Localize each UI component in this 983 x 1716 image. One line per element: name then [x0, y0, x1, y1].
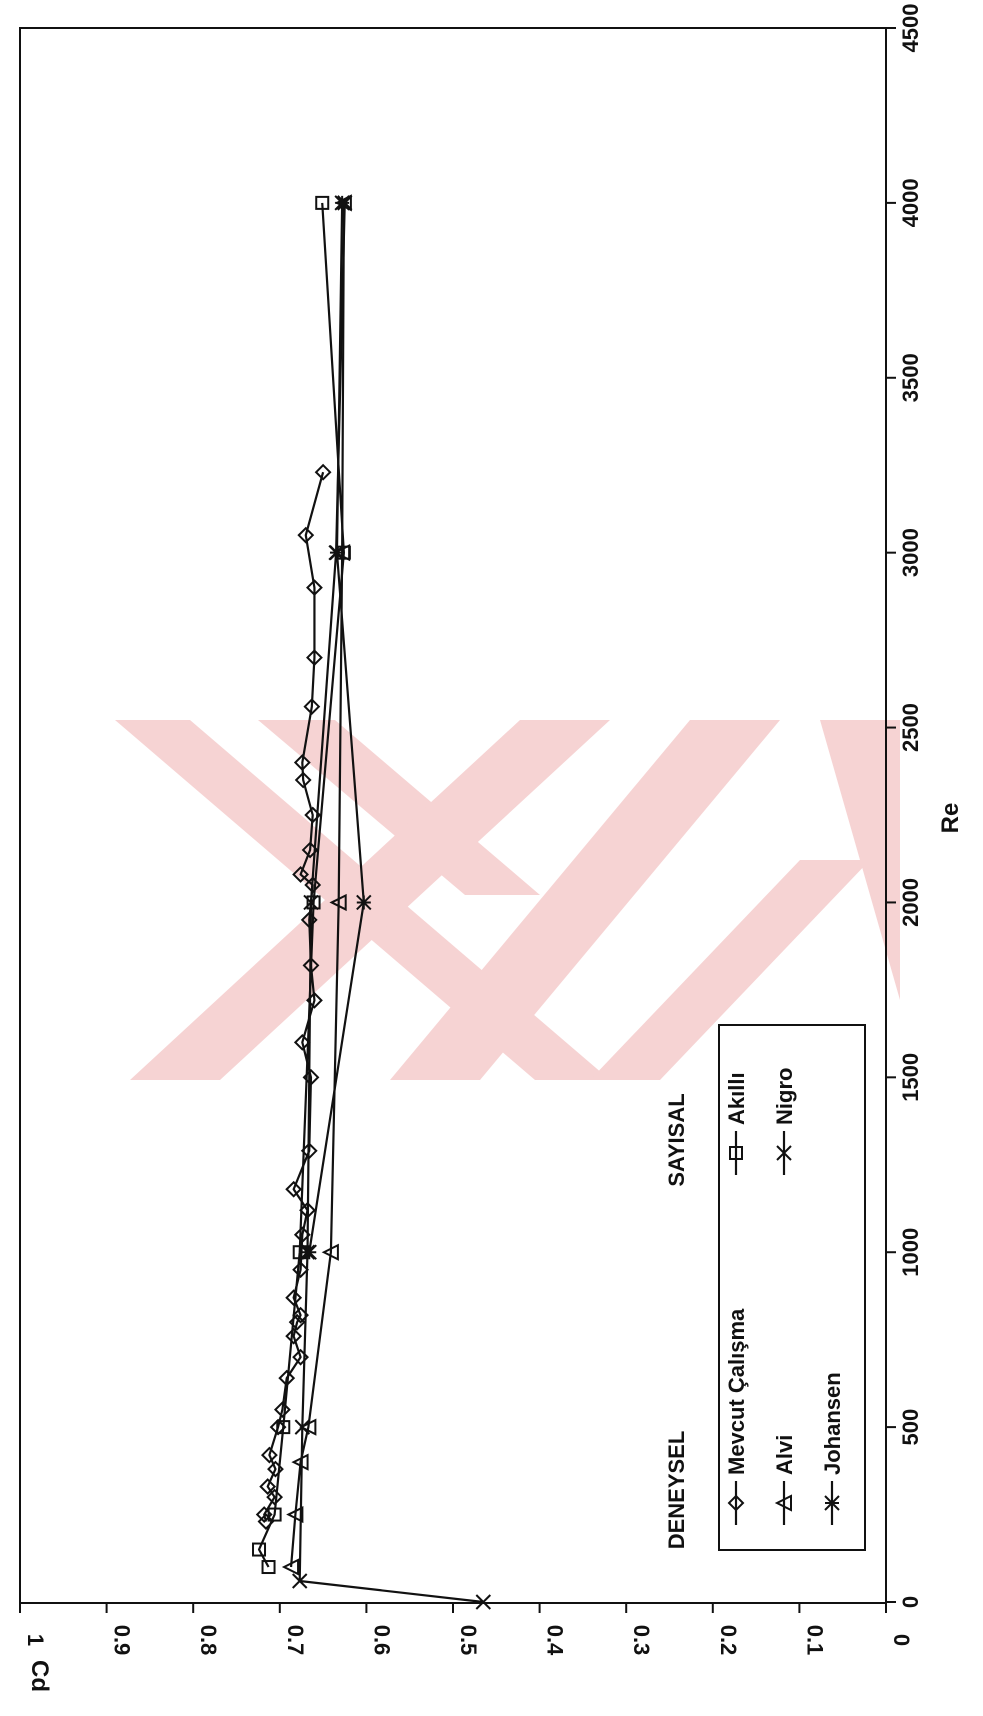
data-point-ak-ll	[252, 1542, 267, 1557]
cd-tick-label: 0.5	[456, 1625, 481, 1656]
data-point-ak-ll	[276, 1420, 291, 1435]
data-point-alvi	[329, 893, 347, 912]
cd-tick-label: 0	[889, 1634, 914, 1646]
legend-marker-nigro	[776, 1145, 792, 1161]
data-point-mevcut-c-al-s-ma	[303, 698, 321, 715]
re-tick-label: 3500	[898, 353, 923, 402]
legend-label-ak-ll: Akıllı	[724, 1072, 749, 1125]
legend-box	[718, 1024, 866, 1551]
re-axis: 0 500 1000 1500 2000 2500 3000 3500 4000 4500	[886, 4, 923, 1608]
data-point-alvi	[332, 544, 351, 562]
data-point-johansen	[334, 195, 350, 211]
data-point-mevcut-c-al-s-ma	[292, 866, 309, 883]
legend-entry-mevcut-c-al-s-ma: Mevcut Çalışma	[724, 1308, 749, 1525]
legend-label-mevcut-c-al-s-ma: Mevcut Çalışma	[724, 1308, 749, 1475]
data-point-mevcut-c-al-s-ma	[297, 526, 315, 544]
re-tick-label: 1000	[898, 1228, 923, 1277]
legend-marker-johansen	[824, 1495, 840, 1511]
data-point-nigro	[292, 1573, 308, 1589]
legend-entries: Mevcut Çalışma Akıllı Alvi Nigro Johansen	[724, 1068, 845, 1525]
re-tick-label: 4000	[898, 178, 923, 227]
data-point-mevcut-c-al-s-ma	[294, 771, 312, 789]
data-point-alvi	[286, 1505, 304, 1524]
legend-label-alvi: Alvi	[772, 1435, 797, 1475]
data-point-mevcut-c-al-s-ma	[293, 1033, 311, 1051]
data-point-mevcut-c-al-s-ma	[293, 754, 311, 771]
cd-tick-label: 0.8	[196, 1625, 221, 1656]
data-point-mevcut-c-al-s-ma	[273, 1401, 291, 1419]
data-point-nigro	[303, 894, 319, 911]
re-tick-label: 2000	[898, 878, 923, 927]
cd-tick-label: 0.1	[802, 1625, 827, 1656]
series-layer	[252, 194, 492, 1610]
watermark-logo	[115, 720, 900, 1080]
cd-axis: 0 0.1 0.2 0.3 0.4 0.5 0.6 0.7 0.8 0.9 1	[19, 1603, 914, 1656]
data-point-ak-ll	[267, 1507, 282, 1522]
legend-entry-alvi: Alvi	[772, 1435, 797, 1525]
legend-entry-ak-ll: Akıllı	[724, 1072, 749, 1175]
data-point-alvi	[281, 1558, 300, 1576]
data-point-ak-ll	[315, 195, 330, 210]
data-point-mevcut-c-al-s-ma	[292, 1261, 309, 1279]
data-point-mevcut-c-al-s-ma	[259, 1478, 277, 1495]
cd-tick-label: 0.2	[716, 1625, 741, 1656]
re-axis-title: Re	[937, 803, 964, 834]
legend-label-johansen: Johansen	[820, 1372, 845, 1475]
data-point-mevcut-c-al-s-ma	[306, 579, 323, 597]
data-point-johansen	[356, 894, 372, 911]
data-point-mevcut-c-al-s-ma	[260, 1446, 278, 1464]
cd-axis-title: Cd	[26, 1660, 53, 1692]
series-johansen	[301, 195, 372, 1260]
data-point-alvi	[321, 1243, 339, 1261]
legend-entry-nigro: Nigro	[772, 1068, 797, 1175]
cd-tick-label: 0.3	[629, 1625, 654, 1656]
legend-entry-johansen: Johansen	[820, 1372, 845, 1525]
data-point-ak-ll	[261, 1560, 276, 1575]
re-tick-label: 1500	[898, 1053, 923, 1102]
re-tick-label: 3000	[898, 528, 923, 577]
re-tick-label: 2500	[898, 703, 923, 752]
data-point-mevcut-c-al-s-ma	[285, 1180, 303, 1198]
cd-tick-label: 1	[23, 1634, 48, 1646]
legend-label-nigro: Nigro	[772, 1068, 797, 1125]
data-point-mevcut-c-al-s-ma	[285, 1289, 303, 1307]
re-tick-label: 4500	[898, 4, 923, 53]
legend: DENEYSEL SAYISAL Mevcut Çalışma Akıllı Alv…	[664, 1024, 866, 1551]
data-point-ak-ll	[306, 895, 321, 910]
data-point-johansen	[329, 544, 345, 561]
re-tick-label: 500	[898, 1409, 923, 1446]
data-point-nigro	[475, 1594, 492, 1610]
cd-tick-label: 0.4	[543, 1625, 568, 1656]
series-line-johansen	[308, 202, 365, 1253]
cd-tick-label: 0.7	[283, 1625, 308, 1656]
data-point-mevcut-c-al-s-ma	[285, 1327, 303, 1345]
legend-marker-ak-ll	[729, 1146, 743, 1160]
data-point-alvi	[299, 1418, 317, 1436]
cd-tick-label: 0.6	[369, 1625, 394, 1656]
data-point-nigro	[294, 1419, 311, 1435]
legend-marker-alvi	[774, 1494, 792, 1512]
legend-group-deneysel: DENEYSEL	[664, 1431, 689, 1550]
re-tick-label: 0	[898, 1596, 923, 1608]
legend-marker-mevcut-c-al-s-ma	[727, 1494, 745, 1512]
data-point-mevcut-c-al-s-ma	[306, 649, 323, 667]
legend-group-sayisal: SAYISAL	[664, 1093, 689, 1186]
cd-tick-label: 0.9	[110, 1625, 135, 1656]
data-point-johansen	[301, 1244, 317, 1260]
data-point-mevcut-c-al-s-ma	[314, 463, 332, 481]
